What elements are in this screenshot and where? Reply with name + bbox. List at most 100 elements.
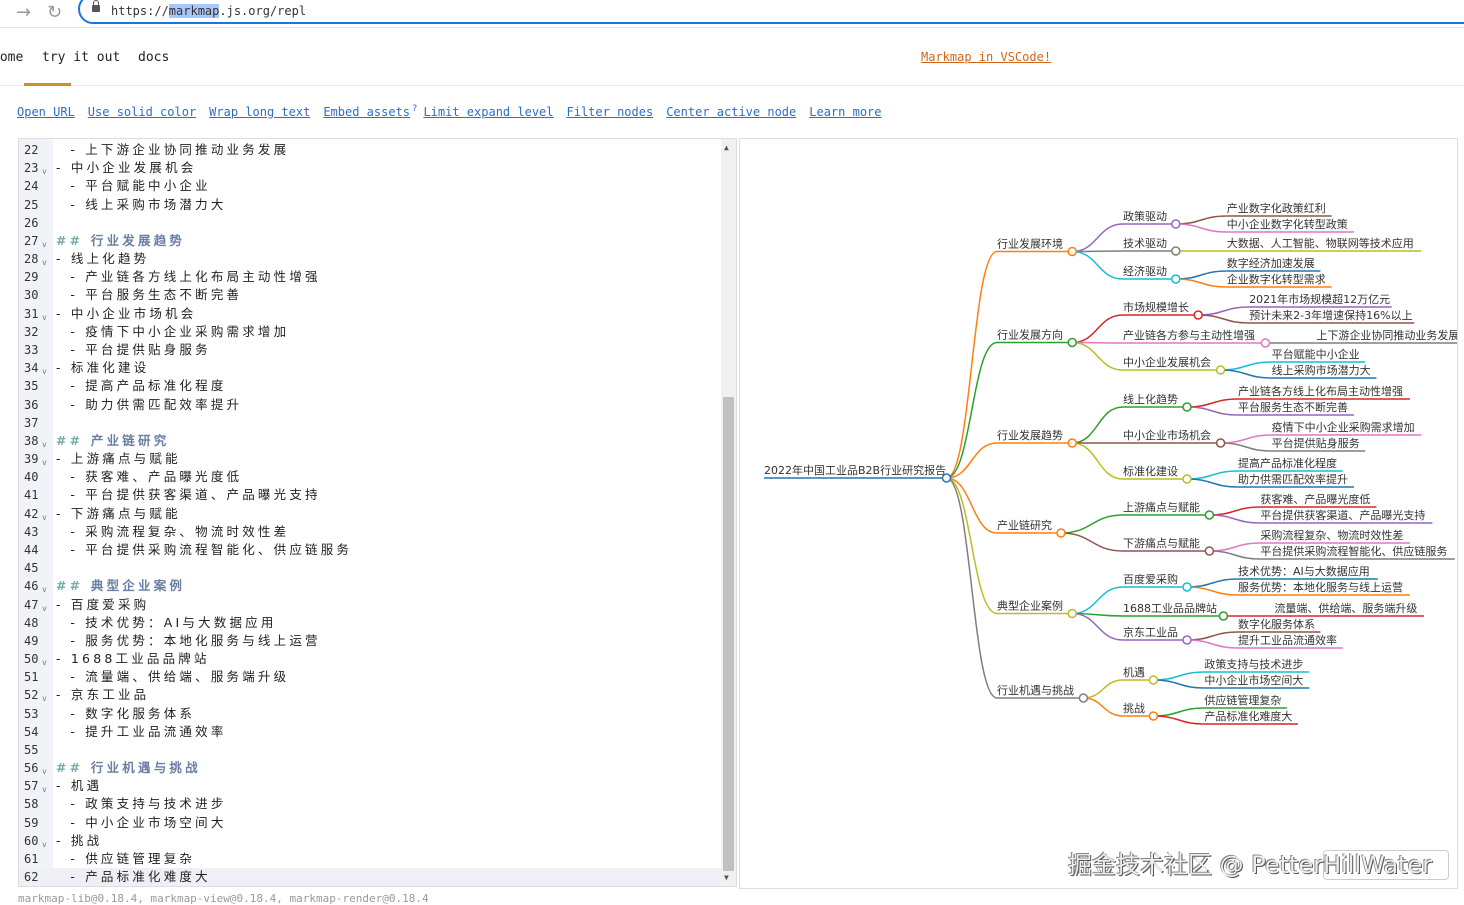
node-toggle-circle[interactable] — [1215, 365, 1226, 375]
reload-icon[interactable]: ↻ — [47, 2, 63, 23]
editor-line[interactable]: 50 v - 1688工业品品牌站 — [19, 650, 722, 668]
learn-more-link[interactable]: Learn more — [809, 105, 882, 119]
url-input[interactable] — [78, 0, 1464, 24]
node-toggle-circle[interactable] — [1067, 337, 1077, 348]
use-solid-color-link[interactable]: Use solid color — [87, 105, 197, 119]
editor-line[interactable]: 60 v - 挑战 — [19, 832, 722, 850]
editor-line[interactable]: 58 - 政策支持与技术进步 — [19, 795, 722, 813]
editor-line[interactable]: 59 - 中小企业市场空间大 — [19, 814, 722, 832]
fold-toggle-icon[interactable]: v — [42, 785, 47, 795]
node-toggle-circle[interactable] — [1171, 246, 1181, 256]
fold-toggle-icon[interactable]: v — [42, 585, 47, 595]
editor-line[interactable]: 25 - 线上采购市场潜力大 — [19, 196, 722, 214]
editor-line[interactable]: 43 - 采购流程复杂、物流时效性差 — [19, 523, 722, 541]
mindmap-canvas[interactable]: 产业数字化政策红利 中小企业数字化转型政策 政策驱动 大数据、人工智能、物联网等技术应… — [739, 138, 1458, 889]
node-toggle-circle[interactable] — [1078, 693, 1089, 703]
editor-line[interactable]: 56 v ## 行业机遇与挑战 — [19, 759, 722, 777]
editor-line[interactable]: 39 v - 上游痛点与赋能 — [19, 450, 722, 468]
open-url-link[interactable]: Open URL — [17, 105, 75, 119]
fold-toggle-icon[interactable]: v — [42, 458, 47, 468]
editor-line[interactable]: 61 - 供应链管理复杂 — [19, 850, 722, 868]
fold-toggle-icon[interactable]: v — [42, 167, 47, 177]
fold-toggle-icon[interactable]: v — [42, 239, 47, 249]
editor-line[interactable]: 31 v - 中小企业市场机会 — [19, 305, 722, 323]
node-toggle-circle[interactable] — [1182, 474, 1192, 484]
editor-line[interactable]: 55 — [19, 741, 722, 759]
editor-line[interactable]: 38 v ## 产业链研究 — [19, 432, 722, 450]
node-toggle-circle[interactable] — [1148, 675, 1159, 685]
fold-toggle-icon[interactable]: v — [42, 367, 47, 377]
editor-line[interactable]: 47 v - 百度爱采购 — [19, 596, 722, 614]
node-toggle-circle[interactable] — [941, 473, 952, 483]
editor-line[interactable]: 24 - 平台赋能中小企业 — [19, 177, 722, 195]
editor-line[interactable]: 57 v - 机遇 — [19, 777, 722, 795]
node-toggle-circle[interactable] — [1193, 310, 1203, 320]
editor-line[interactable]: 23 v - 中小企业发展机会 — [19, 159, 722, 177]
editor-line[interactable]: 46 v ## 典型企业案例 — [19, 577, 722, 595]
fold-toggle-icon[interactable]: v — [42, 512, 47, 522]
editor-line[interactable]: 49 - 服务优势：本地化服务与线上运营 — [19, 632, 722, 650]
limit-expand-level-link[interactable]: Limit expand level — [423, 105, 554, 119]
fold-toggle-icon[interactable]: v — [42, 312, 47, 322]
scroll-up-icon[interactable]: ▲ — [724, 143, 729, 152]
editor-line[interactable]: 35 - 提高产品标准化程度 — [19, 377, 722, 395]
editor-line[interactable]: 34 v - 标准化建设 — [19, 359, 722, 377]
editor-line[interactable]: 27 v ## 行业发展趋势 — [19, 232, 722, 250]
vscode-link[interactable]: Markmap in VSCode! — [921, 50, 1052, 64]
embed-assets-help[interactable]: ? — [412, 104, 418, 114]
node-toggle-circle[interactable] — [1148, 711, 1159, 721]
filter-nodes-link[interactable]: Filter nodes — [566, 105, 654, 119]
node-toggle-circle[interactable] — [1182, 582, 1192, 592]
url-text[interactable]: https://markmap.js.org/repl — [111, 4, 306, 18]
editor-line[interactable]: 40 - 获客难、产品曝光度低 — [19, 468, 722, 486]
node-toggle-circle[interactable] — [1067, 246, 1077, 257]
node-toggle-circle[interactable] — [1182, 402, 1192, 412]
node-toggle-circle[interactable] — [1056, 528, 1066, 538]
node-toggle-circle[interactable] — [1204, 510, 1215, 520]
center-active-node-link[interactable]: Center active node — [666, 105, 797, 119]
editor-line[interactable]: 62 - 产品标准化难度大 — [19, 868, 722, 886]
node-toggle-circle[interactable] — [1204, 546, 1215, 556]
editor-line[interactable]: 45 — [19, 559, 722, 577]
node-toggle-circle[interactable] — [1215, 438, 1226, 448]
node-toggle-circle[interactable] — [1218, 611, 1229, 621]
editor-line[interactable]: 33 - 平台提供贴身服务 — [19, 341, 722, 359]
editor-line[interactable]: 28 v - 线上化趋势 — [19, 250, 722, 268]
embed-assets-link[interactable]: Embed assets — [323, 105, 411, 119]
fold-toggle-icon[interactable]: v — [42, 694, 47, 704]
editor-line[interactable]: 53 - 数字化服务体系 — [19, 705, 722, 723]
editor-line[interactable]: 51 - 流量端、供给端、服务端升级 — [19, 668, 722, 686]
editor-line[interactable]: 30 - 平台服务生态不断完善 — [19, 286, 722, 304]
editor-line[interactable]: 37 — [19, 414, 722, 432]
node-toggle-circle[interactable] — [1067, 438, 1077, 448]
scrollbar-thumb[interactable] — [723, 397, 734, 871]
node-toggle-circle[interactable] — [1171, 219, 1181, 229]
editor-line[interactable]: 22 - 上下游企业协同推动业务发展 — [19, 141, 722, 159]
node-toggle-circle[interactable] — [1171, 274, 1181, 284]
fold-toggle-icon[interactable]: v — [42, 258, 47, 268]
editor-line[interactable]: 29 - 产业链各方线上化布局主动性增强 — [19, 268, 722, 286]
nav-try-it-out[interactable]: try it out — [42, 50, 121, 65]
editor-line[interactable]: 41 - 平台提供获客渠道、产品曝光支持 — [19, 486, 722, 504]
editor-line[interactable]: 32 - 疫情下中小企业采购需求增加 — [19, 323, 722, 341]
editor-line[interactable]: 54 - 提升工业品流通效率 — [19, 723, 722, 741]
fold-toggle-icon[interactable]: v — [42, 767, 47, 777]
editor-line[interactable]: 44 - 平台提供采购流程智能化、供应链服务 — [19, 541, 722, 559]
editor-line[interactable]: 26 — [19, 214, 722, 232]
wrap-long-text-link[interactable]: Wrap long text — [209, 105, 311, 119]
forward-icon[interactable]: → — [16, 2, 32, 23]
node-toggle-circle[interactable] — [1260, 338, 1271, 348]
node-toggle-circle[interactable] — [1067, 608, 1077, 619]
editor-scrollbar[interactable]: ▲ ▼ — [721, 139, 736, 886]
scroll-down-icon[interactable]: ▼ — [724, 873, 729, 882]
nav-home[interactable]: home — [0, 50, 24, 65]
fold-toggle-icon[interactable]: v — [42, 839, 47, 849]
nav-docs[interactable]: docs — [138, 50, 170, 65]
editor-line[interactable]: 36 - 助力供需匹配效率提升 — [19, 396, 722, 414]
editor-line[interactable]: 48 - 技术优势：AI与大数据应用 — [19, 614, 722, 632]
editor-line[interactable]: 52 v - 京东工业品 — [19, 686, 722, 704]
markdown-editor[interactable]: 22 - 上下游企业协同推动业务发展 23 v - 中小企业发展机会 24 - 平台赋能… — [18, 138, 737, 887]
fold-toggle-icon[interactable]: v — [42, 658, 47, 668]
editor-line[interactable]: 42 v - 下游痛点与赋能 — [19, 505, 722, 523]
